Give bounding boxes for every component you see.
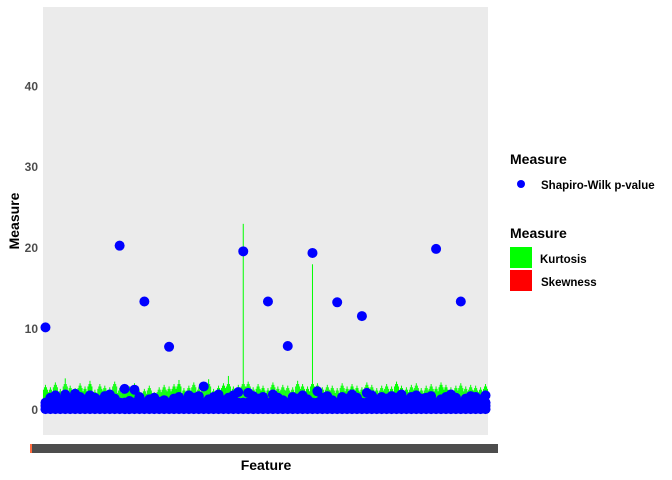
plot-panel: [43, 7, 488, 435]
pvalue-point: [307, 247, 318, 258]
pvalue-point: [114, 240, 125, 251]
legend-key-pvalue: [517, 180, 525, 188]
legend-label-pvalue: Shapiro-Wilk p-value: [541, 180, 655, 192]
kurtosis-bar: [243, 384, 245, 410]
kurtosis-bar: [242, 223, 244, 410]
legend-label-kurtosis: Kurtosis: [540, 254, 587, 266]
pvalue-point: [455, 296, 466, 307]
pvalue-point: [238, 246, 249, 257]
pvalue-point: [262, 296, 273, 307]
kurtosis-bar: [311, 264, 313, 410]
pvalue-point: [164, 341, 175, 352]
pvalue-point: [282, 341, 293, 352]
y-axis-title: Measure: [6, 192, 22, 249]
pvalue-point: [40, 322, 51, 333]
legend-key-kurtosis: [510, 247, 532, 268]
pvalue-point: [356, 311, 367, 322]
legend-key-skewness: [510, 270, 532, 291]
pvalue-point: [119, 383, 130, 394]
kurtosis-bar: [124, 384, 126, 410]
kurtosis-bar: [203, 384, 205, 410]
legend-label-skewness: Skewness: [541, 277, 597, 289]
pvalue-point: [431, 243, 442, 254]
y-axis-ticks: 0 10 20 30 40: [25, 79, 39, 417]
y-tick-label: 40: [25, 79, 39, 93]
y-tick-label: 30: [25, 160, 39, 174]
pvalue-point: [139, 296, 150, 307]
pvalue-point: [480, 397, 491, 408]
pvalue-point: [198, 381, 209, 392]
y-tick-label: 0: [31, 403, 38, 417]
pvalue-point: [129, 384, 140, 395]
y-tick-label: 20: [25, 241, 39, 255]
x-axis-tick-labels-overplotted: [30, 444, 498, 453]
pvalue-point: [332, 297, 343, 308]
kurtosis-bar: [312, 384, 314, 410]
x-axis-tick-accent: [30, 444, 32, 453]
pvalue-points: [40, 240, 491, 415]
x-axis-title: Feature: [241, 457, 292, 473]
kurtosis-bar: [241, 384, 243, 410]
legend-measure: Measure Kurtosis Skewness: [510, 225, 597, 291]
kurtosis-bar: [237, 384, 239, 410]
y-tick-label: 10: [25, 322, 39, 336]
kurtosis-bar: [316, 383, 318, 410]
kurtosis-bar: [460, 383, 462, 410]
legend-title: Measure: [510, 225, 567, 241]
legend-pvalue: Measure Shapiro-Wilk p-value: [510, 151, 655, 192]
pvalue-point: [480, 390, 491, 401]
legend-title: Measure: [510, 151, 567, 167]
pvalue-point: [233, 387, 244, 398]
